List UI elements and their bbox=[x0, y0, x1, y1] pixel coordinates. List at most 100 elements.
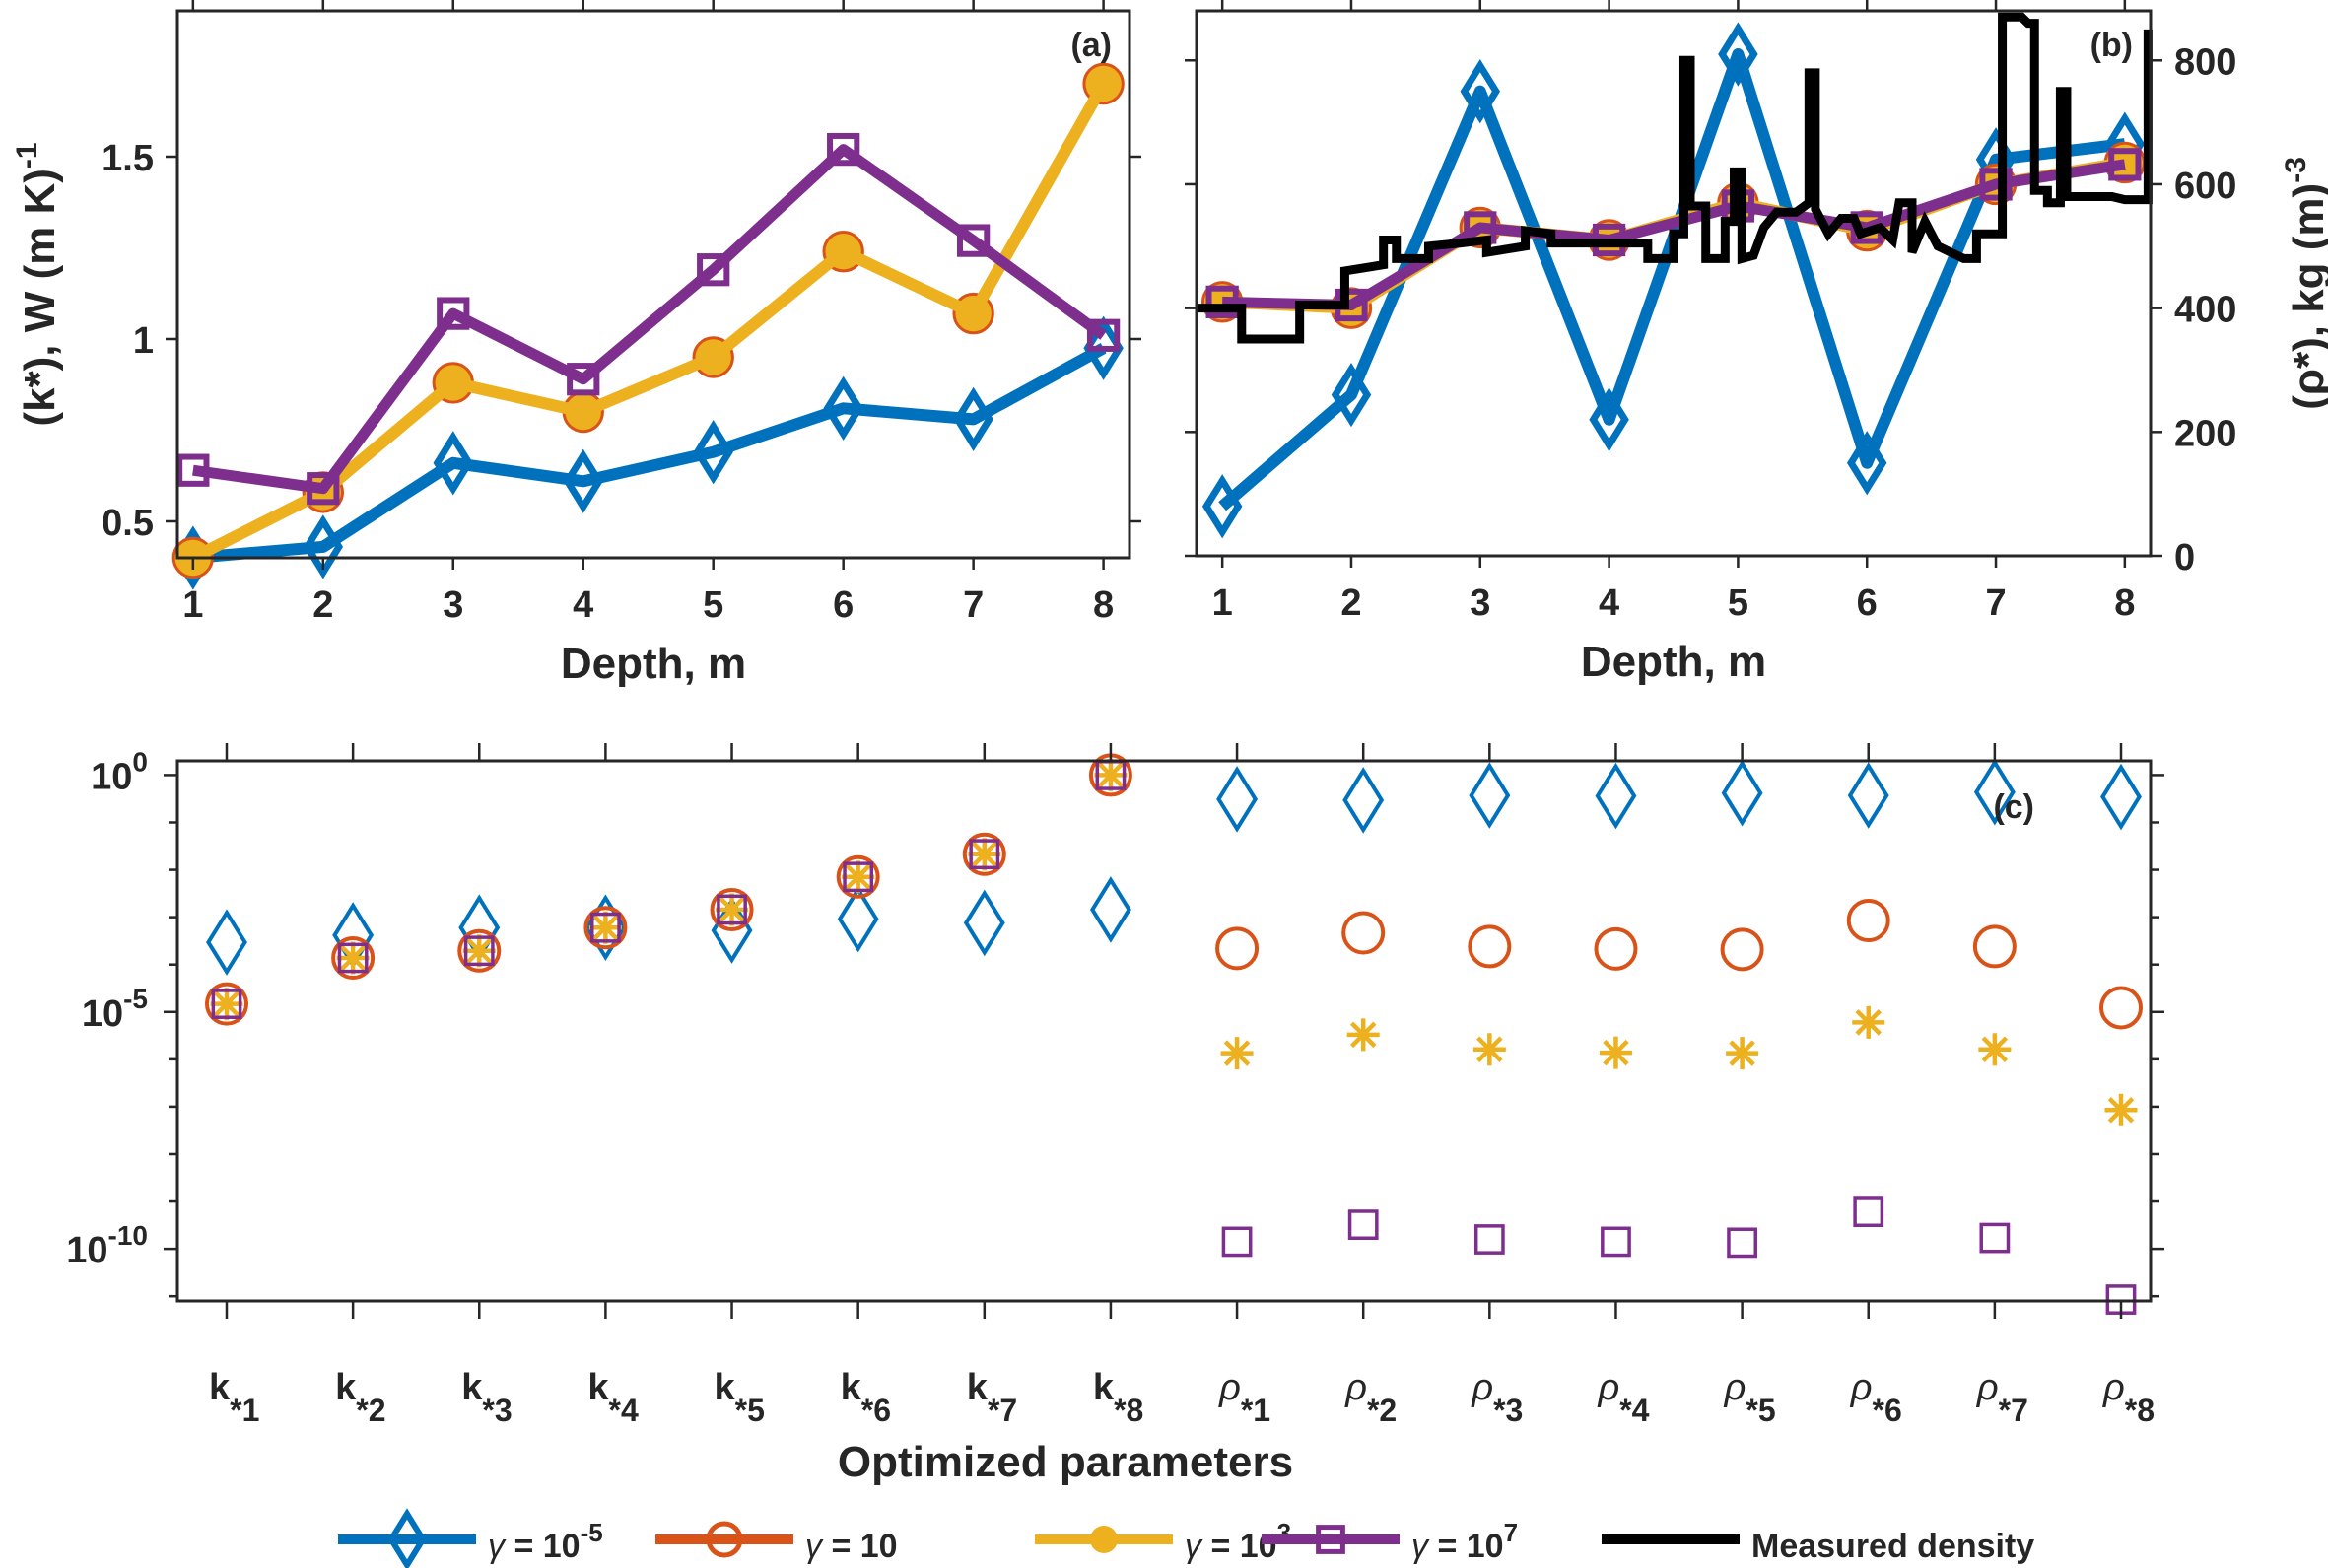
x-tick-label-base: ρ bbox=[1850, 1367, 1873, 1408]
scatter-point-diamond bbox=[1973, 758, 2016, 826]
data-point-diamond bbox=[953, 386, 993, 452]
x-tick-label-base: ρ bbox=[1597, 1367, 1619, 1408]
y-tick-label-base: 10 bbox=[91, 756, 132, 797]
x-tick-label: 7 bbox=[1985, 582, 2006, 624]
x-tick-label-base: k bbox=[1093, 1367, 1115, 1408]
scatter-point-asterisk bbox=[1094, 758, 1128, 791]
data-point-square bbox=[1086, 318, 1121, 352]
y-tick-label: 1 bbox=[133, 320, 154, 362]
x-tick-label-sub: *6 bbox=[861, 1393, 891, 1428]
x-tick-label: ρ*4 bbox=[1597, 1367, 1649, 1428]
legend-marker-diamond bbox=[387, 1508, 427, 1568]
legend-label: Measured density bbox=[1751, 1528, 2034, 1565]
y-tick-label-base: 10 bbox=[82, 993, 123, 1035]
axes-box bbox=[175, 759, 2153, 1303]
panel-a: 1 2 3 4 5 6 7 8 0.5 1 1.5 Depth, m (k*), W (m K)-1 (a… bbox=[11, 0, 1141, 688]
y-tick-label: 10-10 bbox=[66, 1220, 148, 1271]
legend-label-gamma: γ bbox=[1185, 1528, 1203, 1565]
x-tick-label: ρ*7 bbox=[1976, 1367, 2028, 1428]
series-line-filled-circle bbox=[190, 81, 1109, 564]
data-point-square bbox=[567, 363, 600, 396]
scatter-point-circle bbox=[1846, 898, 1890, 942]
legend-item: γ = 107 bbox=[1262, 1518, 1518, 1565]
data-point-square bbox=[697, 253, 730, 287]
x-tick-label: k*4 bbox=[587, 1367, 639, 1428]
legend-label: γ = 103 bbox=[1185, 1518, 1291, 1565]
x-tick-label: ρ*2 bbox=[1344, 1367, 1397, 1428]
y-tick-label: 400 bbox=[2174, 290, 2236, 331]
data-point-square bbox=[307, 472, 340, 506]
legend-label-gamma: γ bbox=[488, 1528, 507, 1565]
data-point-filled-circle bbox=[955, 295, 992, 332]
legend-label-sup: 7 bbox=[1504, 1518, 1518, 1547]
x-tick-label-sub: *6 bbox=[1872, 1393, 1901, 1428]
x-tick-label-sub: *7 bbox=[1999, 1393, 2028, 1428]
x-tick-label-base: k bbox=[461, 1367, 483, 1408]
scatter-point-asterisk bbox=[588, 911, 622, 944]
x-axis-title: Depth, m bbox=[561, 640, 746, 688]
scatter-point-square bbox=[1727, 1227, 1757, 1259]
scatter-point-square bbox=[337, 942, 369, 974]
data-point-diamond bbox=[433, 431, 474, 496]
scatter-point-asterisk bbox=[1220, 1037, 1254, 1070]
scatter-point-circle bbox=[205, 982, 248, 1026]
scatter-point-diamond bbox=[1469, 762, 1511, 829]
scatter-point-diamond bbox=[1342, 767, 1385, 834]
x-tick-label-sub: *4 bbox=[609, 1393, 639, 1428]
legend-label-gamma: γ bbox=[1411, 1528, 1430, 1565]
x-tick-label: k*1 bbox=[209, 1367, 259, 1428]
x-tick-label-sub: *8 bbox=[1114, 1393, 1143, 1428]
x-tick-label-sub: *2 bbox=[1367, 1393, 1397, 1428]
x-tick-label-sub: *5 bbox=[1746, 1393, 1775, 1428]
scatter-point-asterisk bbox=[210, 988, 243, 1021]
x-tick-label: 3 bbox=[1470, 582, 1490, 624]
y-tick-label: 1.5 bbox=[102, 138, 154, 179]
x-tick-label: 4 bbox=[573, 584, 593, 626]
scatter-point-diamond bbox=[1847, 762, 1889, 829]
data-point-diamond bbox=[1201, 474, 1243, 539]
scatter-point-circle bbox=[1468, 924, 1512, 969]
scatter-point-diamond bbox=[1089, 876, 1131, 943]
x-tick-label: 8 bbox=[1093, 584, 1114, 626]
legend-label-text: = 10 bbox=[1428, 1528, 1504, 1565]
x-tick-label: 6 bbox=[833, 584, 854, 626]
scatter-point-diamond bbox=[963, 889, 1005, 957]
data-point-square bbox=[1979, 168, 2013, 201]
series-line-diamond bbox=[1218, 47, 2126, 511]
scatter-point-asterisk bbox=[842, 860, 875, 894]
scatter-point-asterisk bbox=[462, 934, 496, 968]
scatter-point-square bbox=[1979, 1222, 2011, 1254]
y-axis-title: (k*), W (m K)-1 bbox=[11, 142, 64, 426]
x-tick-label-base: ρ bbox=[1471, 1367, 1493, 1408]
x-tick-label: 2 bbox=[1340, 582, 1361, 624]
legend-label-sup: -5 bbox=[581, 1518, 603, 1547]
data-point-square bbox=[827, 132, 860, 167]
data-point-diamond bbox=[1589, 387, 1629, 452]
panel-label: (c) bbox=[1993, 788, 2034, 826]
series-line-square bbox=[192, 144, 1107, 495]
scatter-point-asterisk bbox=[2104, 1093, 2138, 1126]
scatter-point-asterisk bbox=[1978, 1033, 2012, 1066]
y-axis-title-sup: -1 bbox=[11, 142, 43, 169]
legend-label-text: = 10 bbox=[1201, 1528, 1277, 1565]
scatter-point-asterisk bbox=[1346, 1018, 1380, 1052]
legend-marker-square bbox=[1316, 1525, 1345, 1554]
x-tick-label-sub: *3 bbox=[1493, 1393, 1523, 1428]
x-tick-label-sub: *4 bbox=[1619, 1393, 1649, 1428]
x-tick-label-base: k bbox=[335, 1367, 357, 1408]
scatter-point-diamond bbox=[837, 885, 879, 953]
panel-b: 1 2 3 4 5 6 7 80 200 400 600 800 Depth, m (ρ*), kg (m… bbox=[1185, 0, 2328, 686]
x-tick-label: ρ*1 bbox=[1218, 1367, 1270, 1428]
data-point-diamond bbox=[1846, 431, 1887, 496]
scatter-point-square bbox=[463, 935, 495, 967]
axes-box bbox=[175, 9, 1131, 560]
scatter-point-square bbox=[1221, 1226, 1253, 1258]
x-tick-label: 8 bbox=[2114, 582, 2135, 624]
scatter-point-circle bbox=[710, 887, 754, 931]
scatter-point-diamond bbox=[1721, 759, 1763, 827]
x-tick-label: 5 bbox=[1728, 582, 1748, 624]
x-tick-label: 1 bbox=[1212, 582, 1233, 624]
x-tick-label: k*2 bbox=[335, 1367, 385, 1428]
x-tick-label: k*8 bbox=[1093, 1367, 1143, 1428]
series-line-diamond bbox=[192, 342, 1107, 564]
